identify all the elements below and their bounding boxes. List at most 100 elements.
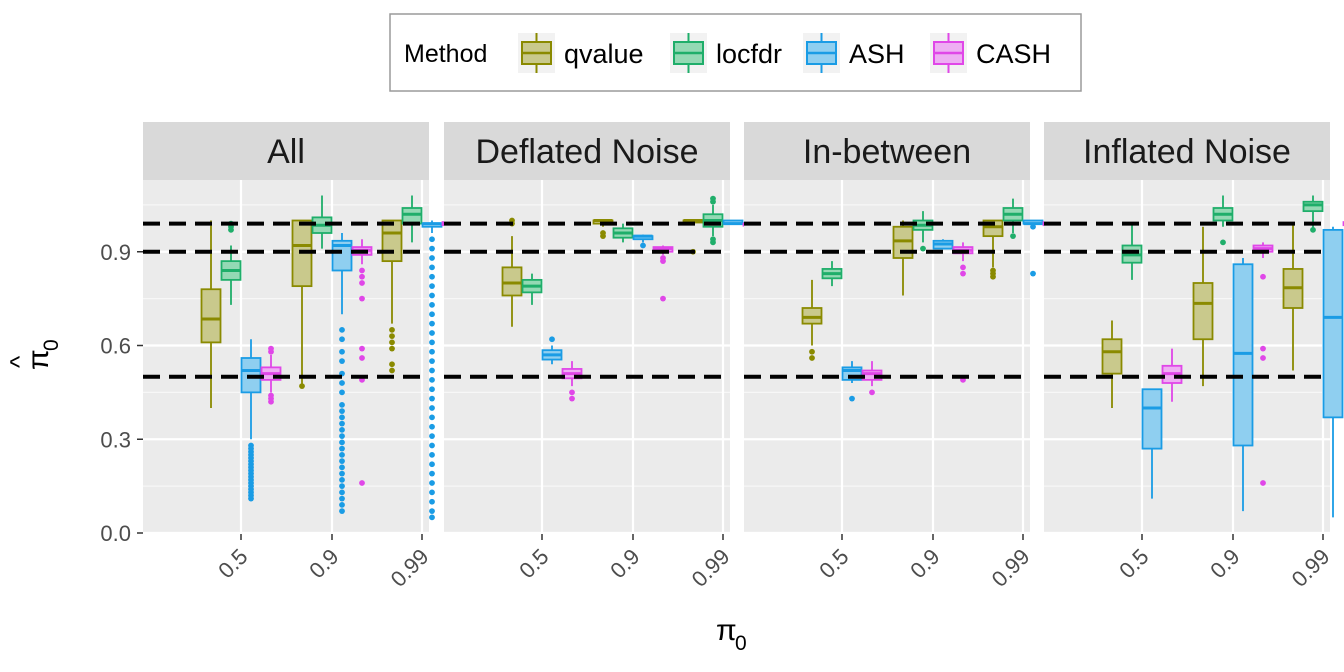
outlier-point [429, 330, 435, 336]
y-tick-label: 0.3 [100, 427, 131, 452]
outlier-point [1220, 239, 1226, 246]
outlier-point [339, 489, 345, 496]
outlier-point [1260, 345, 1266, 352]
boxplot-qvalue [801, 279, 823, 361]
outlier-point [339, 380, 345, 386]
outlier-point [339, 458, 345, 465]
outlier-point [429, 442, 435, 449]
outlier-point [920, 245, 926, 252]
facet-panel: Inflated Noise 0.5 0.9 0.99 [1044, 122, 1344, 592]
panel-background [1044, 180, 1330, 534]
panel-background [744, 180, 1030, 534]
x-tick-label: 0.9 [905, 544, 944, 583]
outlier-point [429, 292, 435, 299]
outlier-point [960, 270, 966, 277]
outlier-point [429, 236, 435, 243]
outlier-point [429, 273, 435, 280]
outlier-point [960, 264, 966, 271]
outlier-point [389, 345, 395, 352]
x-tick-label: 0.99 [1287, 544, 1335, 592]
y-tick-label: 0.0 [100, 521, 131, 546]
box [801, 307, 823, 325]
outlier-point [1260, 480, 1266, 486]
x-tick-label: 0.5 [514, 544, 553, 583]
facet-panel: All 0.5 0.9 0.99 [143, 122, 463, 592]
facet-title: Inflated Noise [1083, 133, 1291, 171]
outlier-point [710, 195, 716, 202]
outlier-point [268, 392, 274, 399]
legend-item-qvalue: qvalue [518, 33, 644, 73]
legend: Method qvalue locfdr ASH CASH [389, 13, 1082, 92]
outlier-point [1030, 223, 1036, 230]
facet-title: In-between [803, 133, 971, 171]
outlier-point [1030, 270, 1036, 277]
outlier-point [339, 401, 345, 408]
outlier-point [429, 367, 435, 374]
outlier-point [429, 461, 435, 468]
y-axis-title-symbol: π [22, 349, 55, 370]
outlier-point [869, 389, 875, 396]
boxplot-ash [632, 234, 654, 249]
facet-panel: In-between 0.5 0.9 0.99 [744, 122, 1064, 592]
outlier-point [389, 339, 395, 346]
outlier-point [359, 295, 365, 302]
outlier-point [339, 508, 345, 515]
facet-strip [1044, 122, 1330, 180]
boxplot-ash [331, 233, 353, 515]
box [1101, 338, 1123, 375]
outlier-point [429, 339, 435, 346]
outlier-point [429, 245, 435, 252]
facet-title: Deflated Noise [475, 133, 698, 171]
outlier-point [1310, 226, 1316, 233]
legend-title: Method [404, 40, 487, 68]
outlier-point [1260, 273, 1266, 280]
outlier-point [359, 267, 365, 274]
outlier-point [429, 320, 435, 327]
outlier-point [339, 326, 345, 333]
outlier-point [339, 420, 345, 427]
outlier-point [429, 348, 435, 355]
outlier-point [429, 264, 435, 271]
outlier-point [429, 451, 435, 458]
box [381, 219, 403, 263]
y-tick-label: 0.9 [100, 240, 131, 265]
y-axis: 0.0 0.3 0.6 0.9 [100, 240, 143, 546]
outlier-point [429, 514, 435, 521]
outlier-point [339, 495, 345, 502]
box [1192, 282, 1214, 341]
facet-strip [143, 122, 429, 180]
outlier-point [339, 483, 345, 490]
outlier-point [429, 255, 435, 261]
outlier-point [849, 395, 855, 402]
boxplot-qvalue [1282, 223, 1304, 371]
outlier-point [569, 389, 575, 396]
facet-panel: Deflated Noise 0.5 0.9 0.99 [444, 122, 764, 592]
legend-label-cash: CASH [976, 39, 1051, 69]
outlier-point [429, 508, 435, 515]
outlier-point [429, 480, 435, 486]
boxplot-locfdr [612, 223, 634, 243]
boxplot-locfdr [1002, 198, 1024, 240]
outlier-point [569, 395, 575, 402]
outlier-point [429, 470, 435, 477]
box [1141, 388, 1163, 450]
outlier-point [600, 230, 606, 236]
y-axis-title: π ^ 0 [4, 339, 63, 370]
panel-background [143, 180, 429, 534]
outlier-point [339, 445, 345, 452]
outlier-point [339, 476, 345, 483]
boxplot-ash [722, 219, 744, 226]
outlier-point [710, 236, 716, 243]
outlier-point [429, 358, 435, 365]
x-tick-label: 0.9 [1205, 544, 1244, 583]
outlier-point [339, 336, 345, 343]
outlier-point [339, 426, 345, 433]
box [1322, 228, 1344, 419]
x-tick-label: 0.5 [213, 544, 252, 583]
x-tick-label: 0.99 [687, 544, 735, 592]
outlier-point [1260, 355, 1266, 361]
boxplot-locfdr [220, 220, 242, 305]
boxplot-locfdr [821, 261, 843, 287]
